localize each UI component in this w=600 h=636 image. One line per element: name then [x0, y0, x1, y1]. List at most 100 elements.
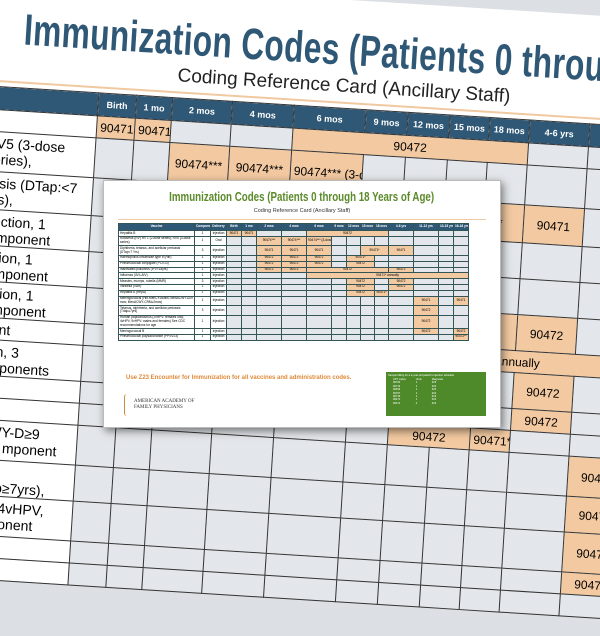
- code-cell: [256, 333, 282, 341]
- age-header: 15 mos: [360, 223, 375, 231]
- code-cell: [461, 525, 505, 569]
- code-cell: [281, 305, 307, 316]
- age-header: 2 mos: [256, 223, 282, 231]
- logo-line-1: AMERICAN ACADEMY OF: [134, 399, 195, 404]
- code-cell: [453, 245, 469, 256]
- code-cell: [147, 469, 210, 510]
- code-cell: [374, 333, 389, 341]
- code-cell: [75, 425, 116, 468]
- code-cell: [266, 513, 341, 558]
- billing-heading: Sample billing for a 2-year-old patient'…: [388, 374, 455, 377]
- vaccine-name: Human papillomavirus (2vHPV: females onl…: [118, 314, 195, 330]
- code-cell: [281, 333, 307, 341]
- code-cell: [378, 560, 422, 586]
- billing-header-row: CPT codes Units Diagnosis: [388, 378, 448, 381]
- code-cell: [384, 444, 430, 488]
- age-header: 9 mos: [364, 109, 409, 136]
- billing-cell: 1: [415, 381, 418, 385]
- code-cell: [382, 484, 427, 524]
- billing-cell: 4: [415, 401, 418, 405]
- code-cell: [346, 295, 361, 307]
- code-cell: [438, 295, 454, 307]
- billing-table: CPT codes Units Diagnosis 90700 1 Z23 90713 1 Z2…: [388, 378, 448, 405]
- row-label: jection, 1 component: [0, 280, 87, 324]
- code-cell: 90471*: [469, 427, 511, 453]
- code-cell: [306, 314, 332, 330]
- caduceus-icon: [124, 394, 131, 416]
- components-header: Components: [194, 223, 211, 231]
- code-cell: [241, 235, 257, 247]
- code-cell: [575, 318, 600, 359]
- code-cell: [241, 245, 257, 256]
- code-cell: [73, 465, 114, 504]
- age-header: Birth: [97, 92, 137, 119]
- code-cell: [374, 305, 389, 316]
- age-header: 6 mos: [306, 223, 332, 231]
- code-cell: [360, 235, 375, 247]
- billing-cell: Z23: [431, 395, 437, 399]
- code-cell: [263, 575, 337, 602]
- component-count: 3: [194, 305, 211, 316]
- code-cell: [388, 235, 414, 247]
- code-cell: [413, 333, 439, 341]
- vaccine-header: Vaccine: [118, 223, 195, 231]
- code-cell: [517, 278, 580, 319]
- billing-row: 90713 1 Z23: [388, 385, 448, 388]
- code-cell: [380, 520, 425, 564]
- delivery-method: Injection: [210, 314, 227, 330]
- code-cell: 90471: [522, 204, 585, 247]
- code-cell: [93, 137, 134, 181]
- billing-row: 90707 1 Z23: [388, 392, 448, 395]
- table-row: Meningococcal (Hib-MenCY≥6wks; MenACWY-D…: [118, 295, 469, 307]
- code-cell: [144, 505, 207, 550]
- code-cell: [241, 305, 257, 316]
- code-cell: [338, 517, 383, 561]
- code-cell: 90471*: [360, 245, 389, 256]
- code-cell: 90471: [281, 245, 307, 256]
- code-cell: 90471: [133, 118, 172, 143]
- code-cell: [438, 314, 454, 330]
- code-cell: [204, 509, 269, 554]
- billing-header: Diagnosis: [431, 378, 444, 381]
- billing-cell: Z23: [431, 381, 437, 385]
- code-cell: 90471: [96, 115, 136, 141]
- z23-note: Use Z23 Encounter for Immunization for a…: [126, 375, 352, 381]
- code-cell: [499, 590, 561, 616]
- code-cell: [331, 305, 347, 316]
- code-cell: [438, 235, 454, 247]
- billing-cell: 90716: [393, 395, 401, 399]
- row-label: RV5 (3-dose series),: [0, 130, 97, 178]
- code-cell: [241, 333, 257, 341]
- code-cell: [346, 333, 361, 341]
- code-cell: [105, 565, 144, 590]
- code-cell: [209, 433, 274, 478]
- code-cell: [226, 245, 242, 256]
- code-cell: [201, 571, 265, 598]
- age-header: 4 mos: [281, 223, 307, 231]
- code-cell: 90472: [564, 496, 600, 536]
- table-row: Hepatitis A (HepA) 1 Injection 90472 90471*: [118, 289, 469, 297]
- component-count: 1: [194, 235, 211, 247]
- billing-cell: Z23: [431, 384, 437, 388]
- code-cell: [464, 489, 507, 529]
- code-cell: 90474***: [281, 235, 307, 247]
- delivery-method: Injection: [210, 295, 227, 307]
- code-cell: [374, 295, 389, 307]
- code-cell: [256, 295, 282, 307]
- code-cell: 90472: [515, 314, 578, 355]
- card-divider: [118, 219, 486, 220]
- billing-cell: 1: [415, 388, 418, 392]
- table-row: Rotavirus (RV) RV 1 (2-dose series); RV5…: [118, 235, 469, 247]
- row-label: ACWY-D≥9 mos; mponent: [0, 418, 78, 466]
- code-cell: [226, 295, 242, 307]
- code-cell: [226, 235, 242, 247]
- code-cell: [388, 295, 414, 307]
- code-cell: 90472: [413, 314, 439, 330]
- code-cell: [360, 333, 375, 341]
- code-cell: [281, 295, 307, 307]
- foreground-reference-card: Immunization Codes (Patients 0 through 1…: [103, 180, 501, 428]
- code-cell: [579, 246, 600, 287]
- code-cell: [424, 487, 467, 526]
- table-row: Hepatitis B 1 Injection 90471 90471 90472: [118, 230, 469, 237]
- card-subtitle: Coding Reference Card (Ancillary Staff): [253, 208, 351, 214]
